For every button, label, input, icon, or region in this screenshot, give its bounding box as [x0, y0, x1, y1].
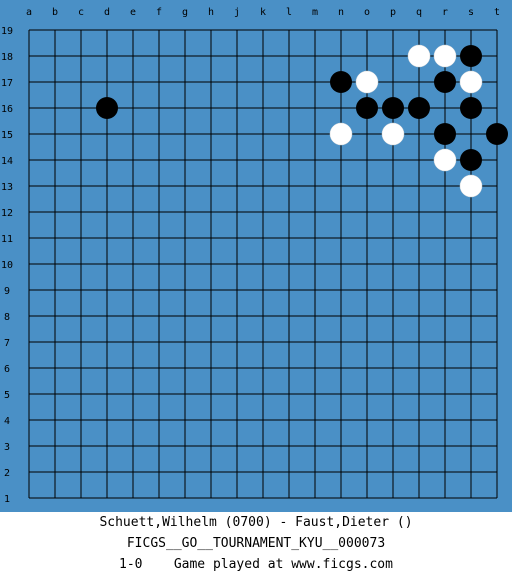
column-label: a: [26, 7, 32, 18]
column-label: m: [312, 7, 318, 18]
board-svg: a b c d e f g h j k l m n o p q r s t191817161514131211109…: [0, 0, 512, 512]
row-label: 10: [1, 260, 13, 271]
column-label: f: [156, 7, 162, 18]
column-label: l: [286, 7, 292, 18]
column-label: t: [494, 7, 500, 18]
white-stone: [433, 44, 457, 68]
column-label: k: [260, 7, 266, 18]
white-stone: [355, 70, 379, 94]
game-caption: Schuett,Wilhelm (0700) - Faust,Dieter ()…: [0, 512, 512, 575]
row-label: 16: [1, 104, 13, 115]
black-stone: [434, 71, 456, 93]
result-line: 1-0 Game played at www.ficgs.com: [119, 557, 393, 572]
column-label: r: [442, 7, 448, 18]
go-board: a b c d e f g h j k l m n o p q r s t 19 18 17 16 15 14 13 12 11 10 9…: [0, 0, 512, 512]
row-label: 12: [1, 208, 13, 219]
row-label: 8: [4, 312, 10, 323]
event-line: FICGS__GO__TOURNAMENT_KYU__000073: [126, 536, 386, 551]
column-label: n: [338, 7, 344, 18]
row-label: 19: [1, 26, 13, 37]
black-stone: [434, 123, 456, 145]
column-label: p: [390, 7, 396, 18]
column-label: h: [208, 7, 214, 18]
row-label: 3: [4, 442, 10, 453]
black-stone: [486, 123, 508, 145]
row-label: 2: [4, 468, 10, 479]
row-label: 17: [1, 78, 13, 89]
row-label: 13: [1, 182, 13, 193]
column-label: c: [78, 7, 84, 18]
column-label: b: [52, 7, 58, 18]
column-label: q: [416, 7, 422, 18]
row-label: 6: [4, 364, 10, 375]
black-stone: [96, 97, 118, 119]
row-label: 1: [4, 494, 10, 505]
white-stone: [433, 148, 457, 172]
white-stone: [459, 174, 483, 198]
white-stone: [329, 122, 353, 146]
black-stone: [330, 71, 352, 93]
row-label: 9: [4, 286, 10, 297]
row-label: 14: [1, 156, 13, 167]
row-label: 11: [1, 234, 13, 245]
black-stone: [356, 97, 378, 119]
column-label: e: [130, 7, 136, 18]
white-stone: [459, 70, 483, 94]
black-stone: [460, 149, 482, 171]
column-label: g: [182, 7, 188, 18]
row-label: 5: [4, 390, 10, 401]
white-stone: [381, 122, 405, 146]
black-stone: [460, 45, 482, 67]
column-label: s: [468, 7, 474, 18]
column-label: j: [234, 7, 240, 18]
column-label: d: [104, 7, 110, 18]
white-stone: [407, 44, 431, 68]
row-label: 15: [1, 130, 13, 141]
column-label: o: [364, 7, 370, 18]
black-stone: [460, 97, 482, 119]
row-label: 7: [4, 338, 10, 349]
black-stone: [408, 97, 430, 119]
board-background: [0, 0, 512, 512]
row-label: 4: [4, 416, 10, 427]
black-stone: [382, 97, 404, 119]
row-label: 18: [1, 52, 13, 63]
players-line: Schuett,Wilhelm (0700) - Faust,Dieter (): [99, 515, 413, 530]
